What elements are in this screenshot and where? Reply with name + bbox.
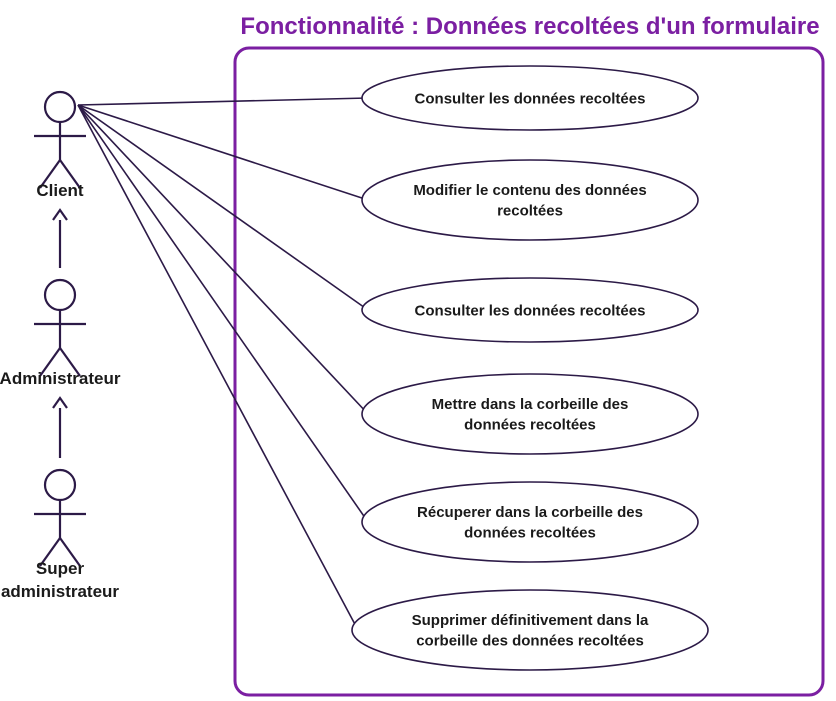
usecase-label: données recoltées	[464, 416, 596, 433]
usecase-label: corbeille des données recoltées	[416, 632, 644, 649]
usecase-uc5: Récuperer dans la corbeille des données r…	[362, 482, 698, 562]
actor-label: Client	[36, 181, 84, 200]
usecase-label: Consulter les données recoltées	[415, 302, 646, 319]
usecase-label: Récuperer dans la corbeille des	[417, 504, 643, 521]
usecase-label: Mettre dans la corbeille des	[432, 396, 629, 413]
actor-label: Administrateur	[0, 369, 121, 388]
usecase-uc4: Mettre dans la corbeille des données reco…	[362, 374, 698, 454]
usecase-label: recoltées	[497, 202, 563, 219]
usecase-label: données recoltées	[464, 524, 596, 541]
usecase-diagram: Fonctionnalité : Données recoltées d'un …	[0, 0, 836, 701]
usecase-uc6: Supprimer définitivement dans la corbeill…	[352, 590, 708, 670]
usecase-uc1: Consulter les données recoltées	[362, 66, 698, 130]
actor-label: administrateur	[1, 582, 119, 601]
actor-label: Super	[36, 559, 85, 578]
usecase-label: Supprimer définitivement dans la	[412, 612, 649, 629]
usecase-uc2: Modifier le contenu des données recoltées	[362, 160, 698, 240]
usecase-label: Consulter les données recoltées	[415, 90, 646, 107]
usecase-uc3: Consulter les données recoltées	[362, 278, 698, 342]
usecase-label: Modifier le contenu des données	[413, 182, 646, 199]
diagram-title: Fonctionnalité : Données recoltées d'un …	[240, 13, 819, 40]
